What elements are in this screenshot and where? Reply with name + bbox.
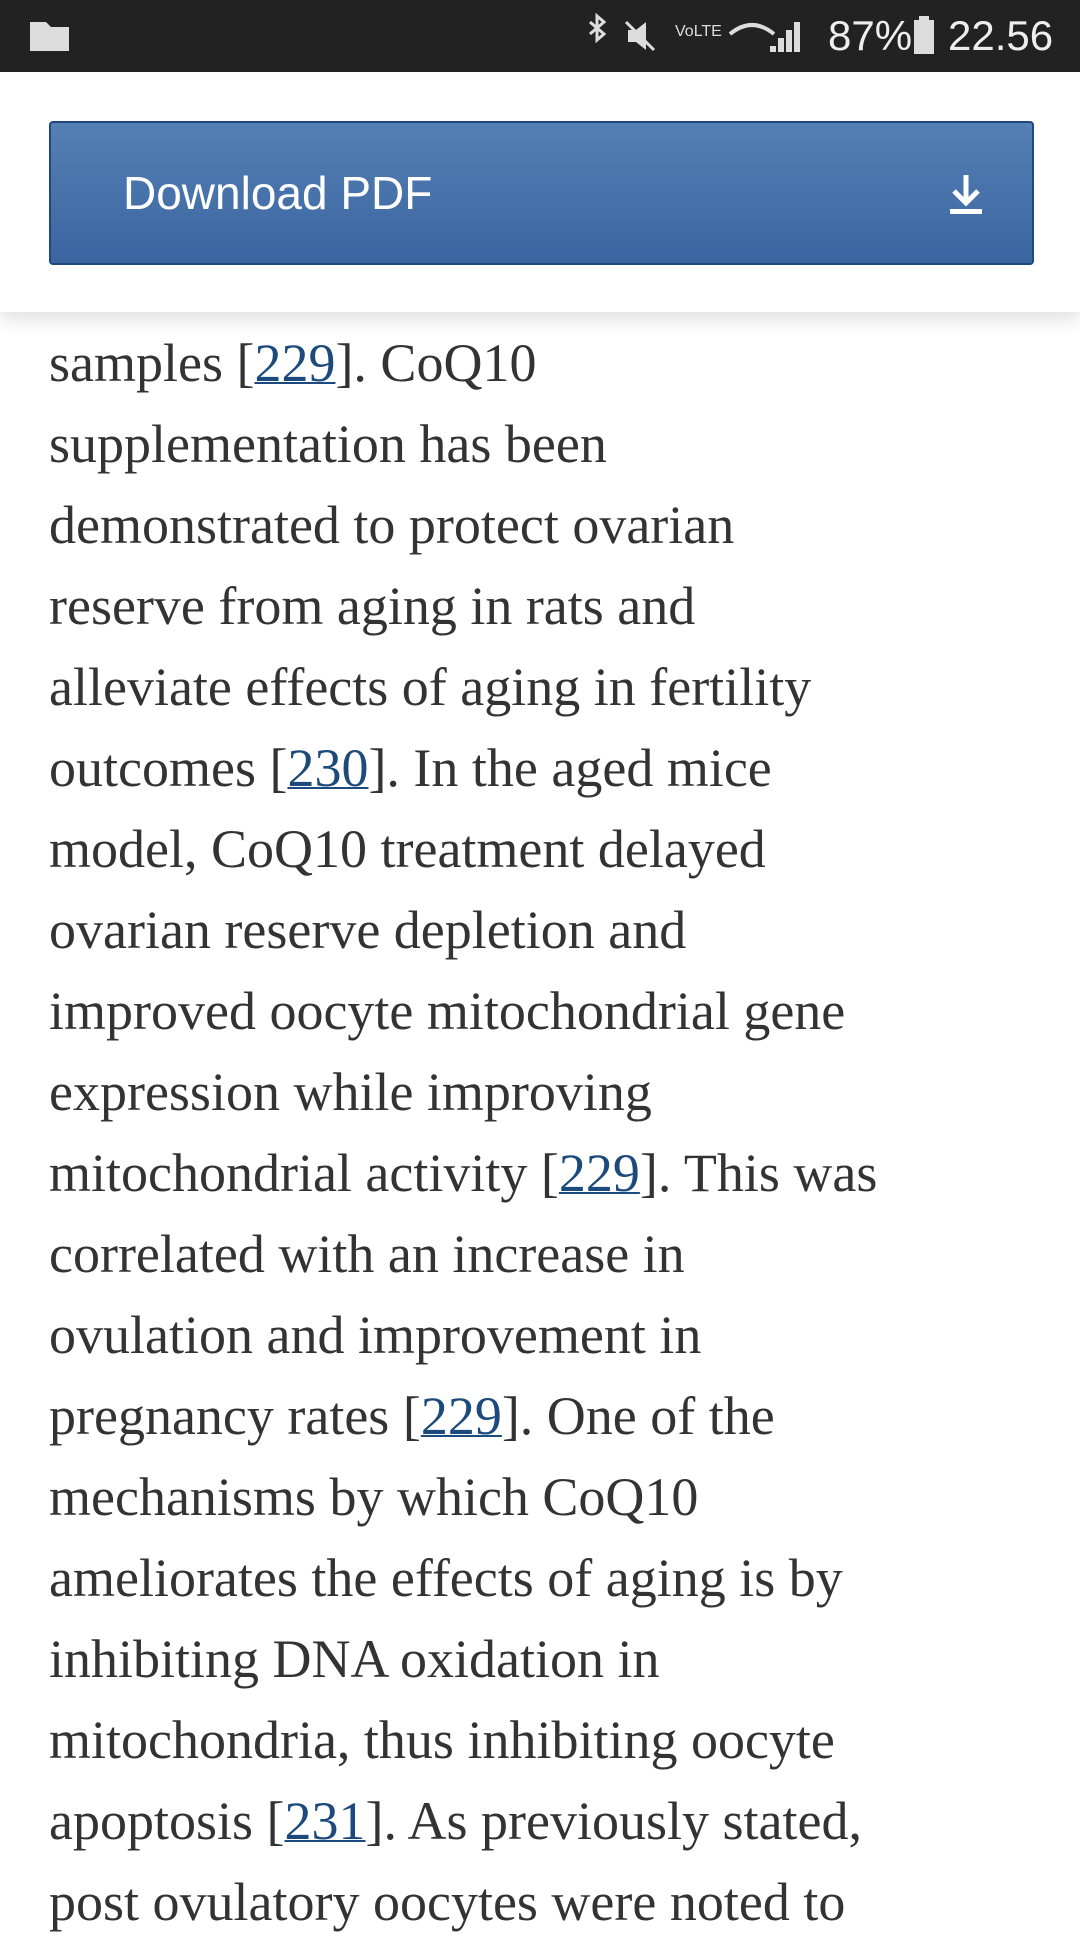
status-icons: VoLTE	[589, 12, 800, 52]
text-segment: post ovulatory oocytes were noted to	[49, 1872, 846, 1932]
text-segment: inhibiting DNA oxidation in	[49, 1629, 660, 1689]
text-segment: mitochondrial activity [	[49, 1143, 559, 1203]
text-line: ameliorates the effects of aging is by	[49, 1538, 1059, 1619]
text-line: post ovulatory oocytes were noted to	[49, 1862, 1059, 1943]
text-line: model, CoQ10 treatment delayed	[49, 809, 1059, 890]
text-segment: ]. CoQ10	[335, 333, 537, 393]
text-segment: pregnancy rates [	[49, 1386, 421, 1446]
reference-link[interactable]: 230	[287, 738, 369, 798]
battery-level: 87%	[828, 12, 913, 59]
text-line: demonstrated to protect ovarian	[49, 485, 1059, 566]
text-line: mechanisms by which CoQ10	[49, 1457, 1059, 1538]
download-pdf-button[interactable]: Download PDF	[49, 121, 1034, 265]
text-segment: improved oocyte mitochondrial gene	[49, 981, 846, 1041]
text-line: reserve from aging in rats and	[49, 566, 1059, 647]
text-segment: reserve from aging in rats and	[49, 576, 696, 636]
text-line: samples [229]. CoQ10	[49, 323, 1059, 404]
text-segment: ]. In the aged mice	[368, 738, 772, 798]
text-segment: mechanisms by which CoQ10	[49, 1467, 699, 1527]
text-line: improved oocyte mitochondrial gene	[49, 971, 1059, 1052]
header: Download PDF	[0, 72, 1080, 312]
text-segment: correlated with an increase in	[49, 1224, 685, 1284]
text-line: outcomes [230]. In the aged mice	[49, 728, 1059, 809]
text-line: mitochondria, thus inhibiting oocyte	[49, 1700, 1059, 1781]
text-segment: ]. One of the	[501, 1386, 775, 1446]
reference-link[interactable]: 231	[284, 1791, 366, 1851]
text-segment: expression while improving	[49, 1062, 652, 1122]
text-line: pregnancy rates [229]. One of the	[49, 1376, 1059, 1457]
text-line: correlated with an increase in	[49, 1214, 1059, 1295]
text-segment: mitochondria, thus inhibiting oocyte	[49, 1710, 835, 1770]
text-segment: alleviate effects of aging in fertility	[49, 657, 812, 717]
button-label: Download PDF	[123, 167, 433, 219]
text-line: ovarian reserve depletion and	[49, 890, 1059, 971]
clock: 22.56	[948, 12, 1054, 59]
text-segment: outcomes [	[49, 738, 288, 798]
text-segment: ]. This was	[639, 1143, 878, 1203]
text-line: expression while improving	[49, 1052, 1059, 1133]
text-line: alleviate effects of aging in fertility	[49, 647, 1059, 728]
text-line: mitochondrial activity [229]. This was	[49, 1133, 1059, 1214]
text-line: inhibiting DNA oxidation in	[49, 1619, 1059, 1700]
text-segment: supplementation has been	[49, 414, 607, 474]
svg-text:VoLTE: VoLTE	[675, 23, 722, 40]
text-segment: ]. As previously stated,	[365, 1791, 862, 1851]
reference-link[interactable]: 229	[420, 1386, 502, 1446]
folder-icon	[30, 22, 69, 51]
text-segment: ovarian reserve depletion and	[49, 900, 687, 960]
battery-icon	[914, 16, 934, 54]
reference-link[interactable]: 229	[254, 333, 336, 393]
text-segment: ovulation and improvement in	[49, 1305, 702, 1365]
status-bar: VoLTE 87% 22.56	[0, 0, 1080, 72]
text-segment: samples [	[49, 333, 255, 393]
reference-link[interactable]: 229	[558, 1143, 640, 1203]
text-line: supplementation has been	[49, 404, 1059, 485]
download-icon	[950, 175, 982, 214]
text-segment: demonstrated to protect ovarian	[49, 495, 735, 555]
text-line: apoptosis [231]. As previously stated,	[49, 1781, 1059, 1862]
article-text: samples [229]. CoQ10 supplementation has …	[49, 323, 1059, 1943]
text-segment: apoptosis [	[49, 1791, 285, 1851]
text-segment: model, CoQ10 treatment delayed	[49, 819, 766, 879]
text-line: ovulation and improvement in	[49, 1295, 1059, 1376]
text-segment: ameliorates the effects of aging is by	[49, 1548, 843, 1608]
